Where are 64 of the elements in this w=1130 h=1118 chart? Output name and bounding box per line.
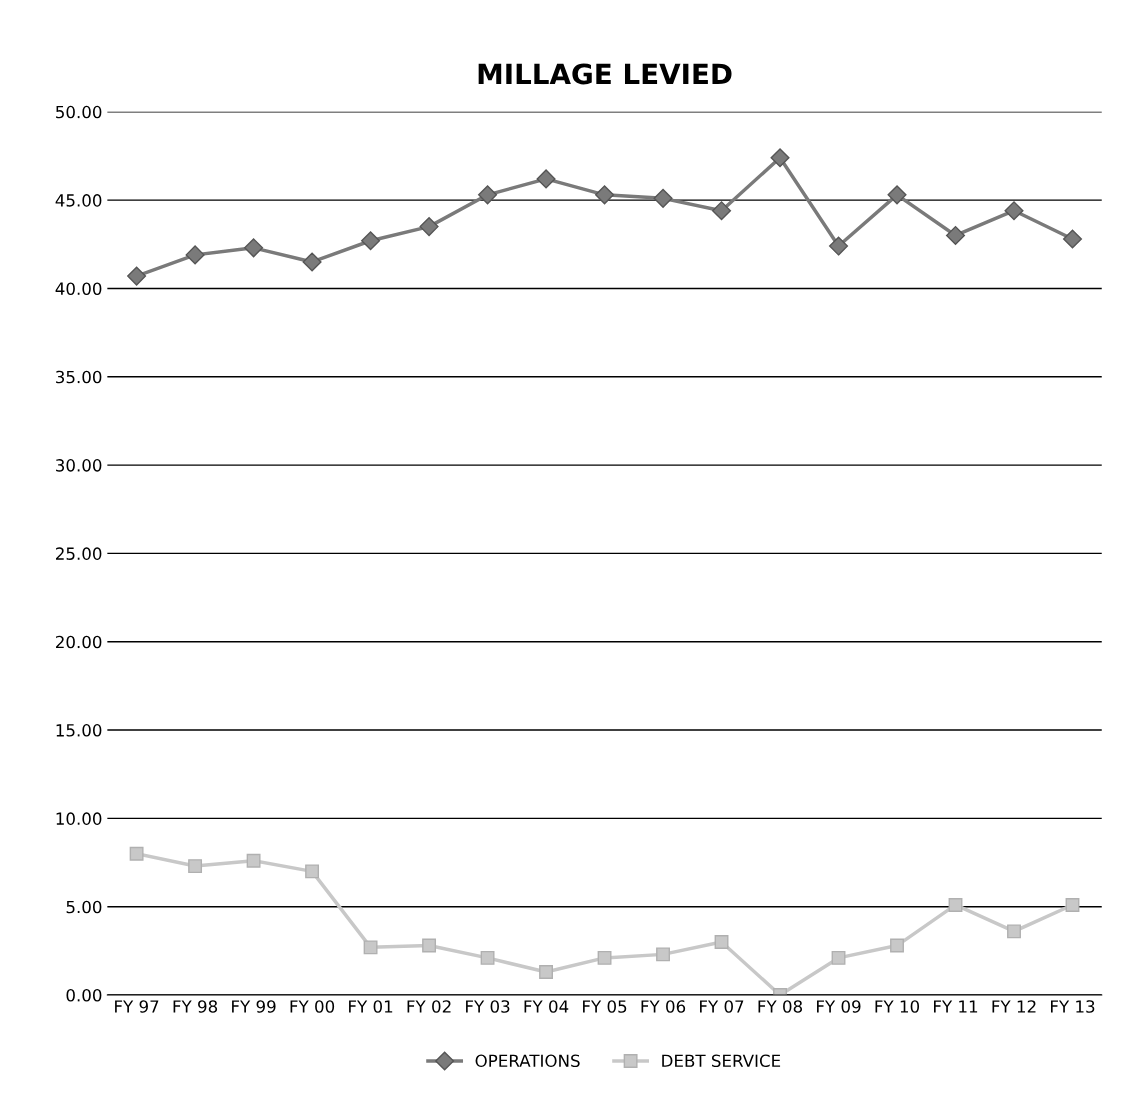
- point: [129, 846, 144, 861]
- point: [831, 950, 846, 965]
- point: [1062, 229, 1083, 249]
- x-tick-label: FY 11: [934, 1000, 978, 1013]
- point: [480, 950, 495, 965]
- x-tick-label: FY 07: [700, 1000, 744, 1013]
- x-tick-label: FY 01: [349, 1000, 393, 1013]
- x-tick-label: FY 04: [524, 1000, 569, 1013]
- point: [246, 853, 261, 868]
- x-tick-label: FY 98: [173, 1000, 218, 1013]
- point: [539, 965, 554, 980]
- point: [478, 185, 498, 205]
- x-tick-label: FY 05: [583, 1000, 627, 1013]
- y-tick-label: 25.00: [56, 547, 102, 560]
- point: [714, 935, 729, 949]
- point: [536, 169, 556, 189]
- point: [422, 938, 437, 953]
- y-tick-label: 50.00: [56, 105, 102, 119]
- y-tick-label: 45.00: [55, 194, 102, 207]
- legend-label: OPERATIONS: [475, 1054, 580, 1068]
- point: [363, 940, 378, 955]
- point: [185, 245, 205, 265]
- point: [1004, 201, 1024, 221]
- point: [127, 266, 147, 286]
- x-tick-label: FY 08: [758, 1000, 803, 1013]
- y-tick-label: 5.00: [66, 900, 102, 914]
- point: [656, 947, 670, 962]
- x-tick-label: FY 06: [641, 1000, 686, 1013]
- x-tick-label: FY 97: [115, 1000, 159, 1013]
- point: [887, 185, 907, 205]
- legend-label: DEBT SERVICE: [662, 1054, 781, 1068]
- point: [419, 217, 439, 237]
- point: [770, 148, 790, 168]
- y-tick-label: 35.00: [56, 370, 102, 384]
- point: [244, 238, 264, 258]
- point: [948, 897, 963, 912]
- y-tick-label: 40.00: [55, 282, 102, 296]
- point: [305, 864, 320, 879]
- point: [890, 938, 904, 953]
- x-tick-label: FY 12: [992, 1000, 1036, 1013]
- x-tick-label: FY 10: [875, 1000, 920, 1013]
- point: [1065, 897, 1080, 912]
- point: [1007, 924, 1021, 939]
- point: [597, 950, 612, 965]
- x-tick-label: FY 09: [817, 1000, 861, 1013]
- point: [302, 252, 322, 272]
- point: [653, 188, 673, 208]
- y-tick-label: 20.00: [56, 635, 102, 649]
- y-tick-label: 10.00: [56, 812, 102, 825]
- point: [945, 225, 966, 245]
- point: [188, 859, 203, 874]
- point: [828, 236, 849, 256]
- chart-title: MILLAGE LEVIED: [478, 63, 732, 85]
- x-tick-label: FY 99: [232, 1000, 276, 1013]
- point: [712, 201, 732, 221]
- point: [361, 231, 381, 251]
- y-tick-label: 30.00: [56, 459, 102, 472]
- y-tick-label: 0.00: [66, 988, 102, 1002]
- x-tick-label: FY 02: [407, 1000, 451, 1013]
- x-tick-label: FY 13: [1051, 1000, 1095, 1013]
- x-tick-label: FY 03: [466, 1000, 510, 1013]
- point: [595, 185, 615, 205]
- y-tick-label: 15.00: [56, 724, 102, 737]
- x-tick-label: FY 00: [290, 1000, 335, 1013]
